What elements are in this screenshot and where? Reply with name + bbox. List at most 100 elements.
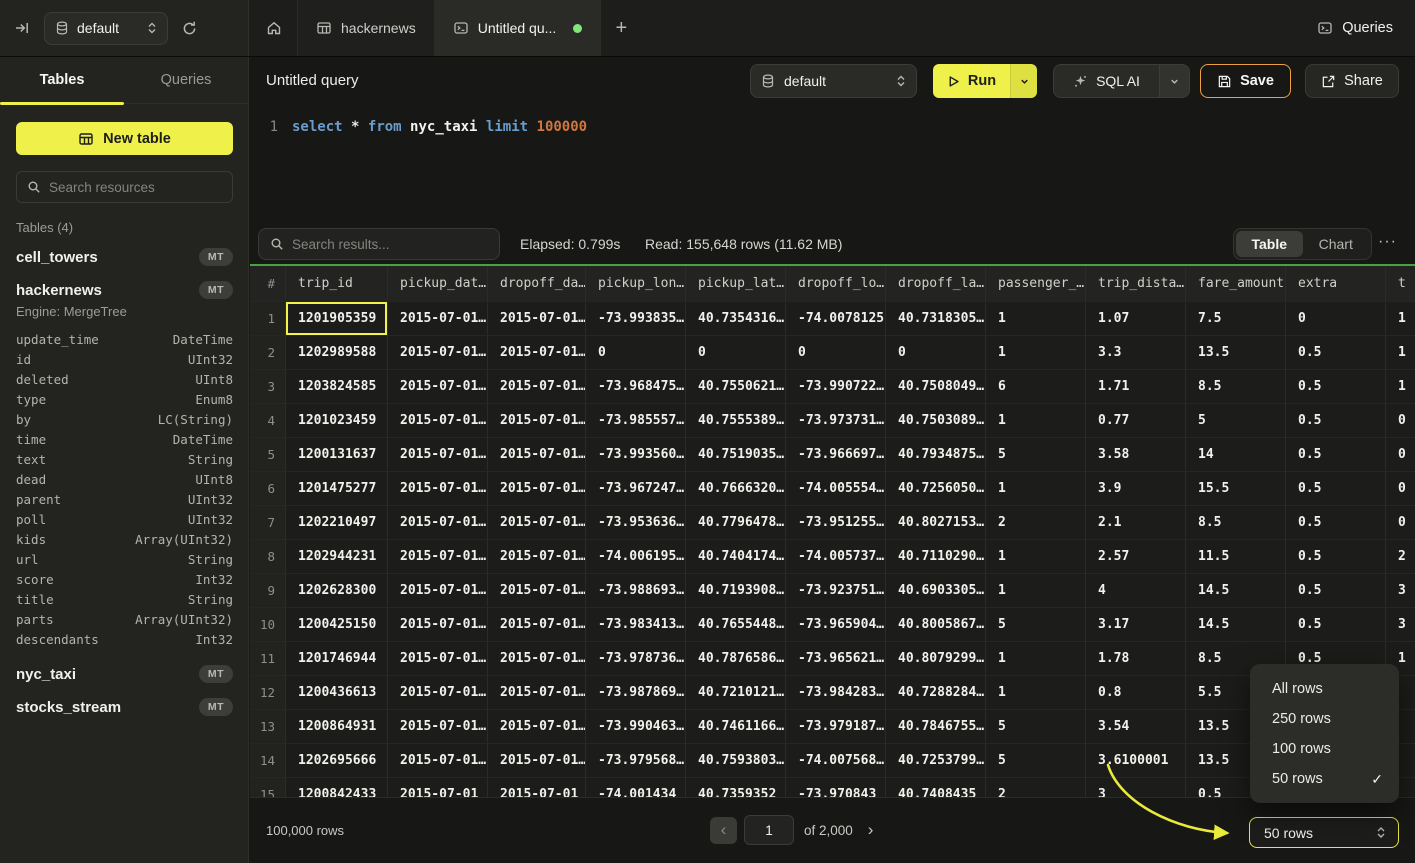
cell[interactable]: 40.7503089… [886, 404, 986, 438]
cell[interactable]: 0 [1386, 472, 1415, 506]
cell[interactable]: 0 [786, 336, 886, 370]
row-number[interactable]: 15 [250, 778, 286, 797]
cell[interactable]: 3.58 [1086, 438, 1186, 472]
cell[interactable]: -73.979187… [786, 710, 886, 744]
cell[interactable] [1386, 744, 1415, 778]
cell[interactable]: 2015-07-01… [388, 540, 488, 574]
cell[interactable]: 0.5 [1286, 336, 1386, 370]
cell[interactable]: 2015-07-01… [388, 302, 488, 336]
cell[interactable]: 2.57 [1086, 540, 1186, 574]
page-number-input[interactable]: 1 [744, 815, 794, 845]
cell[interactable]: 40.7555389… [686, 404, 786, 438]
cell[interactable]: 40.7846755… [886, 710, 986, 744]
cell[interactable]: 2015-07-01… [488, 574, 586, 608]
cell[interactable]: 1.71 [1086, 370, 1186, 404]
cell[interactable]: 1 [986, 642, 1086, 676]
cell[interactable]: 2015-07-01 [488, 778, 586, 797]
cell[interactable]: 7.5 [1186, 302, 1286, 336]
cell[interactable]: 1201475277 [286, 472, 388, 506]
cell[interactable]: 0.77 [1086, 404, 1186, 438]
cell[interactable]: 6 [986, 370, 1086, 404]
next-page-button[interactable]: › [867, 820, 874, 839]
new-table-button[interactable]: New table [16, 122, 233, 155]
cell[interactable] [1386, 710, 1415, 744]
cell[interactable]: 2 [1386, 540, 1415, 574]
cell[interactable]: 40.7354316… [686, 302, 786, 336]
cell[interactable]: 1201023459 [286, 404, 388, 438]
cell[interactable]: 40.7288284… [886, 676, 986, 710]
row-number[interactable]: 4 [250, 404, 286, 438]
cell[interactable]: 0.8 [1086, 676, 1186, 710]
cell[interactable]: 2015-07-01… [388, 506, 488, 540]
search-resources-input[interactable]: Search resources [16, 171, 233, 203]
cell[interactable]: -73.965621… [786, 642, 886, 676]
cell[interactable]: -74.006195… [586, 540, 686, 574]
cell[interactable]: 8.5 [1186, 370, 1286, 404]
row-number[interactable]: 10 [250, 608, 286, 642]
cell[interactable]: 2015-07-01… [388, 370, 488, 404]
cell[interactable]: 40.7508049… [886, 370, 986, 404]
cell[interactable]: 2015-07-01… [488, 370, 586, 404]
cell[interactable]: 1 [1386, 370, 1415, 404]
cell[interactable]: 0.5 [1286, 506, 1386, 540]
cell[interactable]: 40.7796478… [686, 506, 786, 540]
cell[interactable]: -73.979568… [586, 744, 686, 778]
cell[interactable]: 40.7655448… [686, 608, 786, 642]
sql-editor[interactable]: 1 select * from nyc_taxi limit 100000 [250, 105, 1415, 225]
cell[interactable]: 0 [1286, 302, 1386, 336]
cell[interactable] [1386, 676, 1415, 710]
cell[interactable]: -73.993560… [586, 438, 686, 472]
cell[interactable]: 4 [1086, 574, 1186, 608]
cell[interactable]: 2015-07-01… [488, 472, 586, 506]
cell[interactable]: 40.7210121… [686, 676, 786, 710]
cell[interactable]: 1.78 [1086, 642, 1186, 676]
save-button[interactable]: Save [1200, 64, 1291, 98]
cell[interactable]: 40.7256050… [886, 472, 986, 506]
cell[interactable]: 3 [1386, 608, 1415, 642]
share-button[interactable]: Share [1305, 64, 1399, 98]
cell[interactable]: 2015-07-01… [388, 710, 488, 744]
cell[interactable]: 14.5 [1186, 574, 1286, 608]
cell[interactable]: 3.6100001 [1086, 744, 1186, 778]
prev-page-button[interactable]: ‹ [710, 816, 737, 844]
row-number[interactable]: 12 [250, 676, 286, 710]
run-button[interactable]: Run [933, 64, 1010, 98]
column-header[interactable]: # [250, 266, 286, 302]
column-header[interactable]: t [1386, 266, 1415, 302]
cell[interactable]: 40.7550621… [686, 370, 786, 404]
cell[interactable]: -73.953636… [586, 506, 686, 540]
cell[interactable]: 1 [986, 574, 1086, 608]
cell[interactable]: 40.8005867… [886, 608, 986, 642]
cell[interactable]: 2015-07-01… [388, 472, 488, 506]
cell[interactable]: 0 [586, 336, 686, 370]
cell[interactable]: 1202628300 [286, 574, 388, 608]
cell[interactable]: 40.7253799… [886, 744, 986, 778]
view-toggle-chart[interactable]: Chart [1318, 236, 1353, 252]
cell[interactable]: -73.965904… [786, 608, 886, 642]
cell[interactable]: 0.5 [1286, 574, 1386, 608]
cell[interactable]: -73.985557… [586, 404, 686, 438]
cell[interactable]: 0 [1386, 404, 1415, 438]
cell[interactable]: 8.5 [1186, 642, 1286, 676]
cell[interactable]: 2015-07-01… [388, 744, 488, 778]
cell[interactable]: 1202989588 [286, 336, 388, 370]
cell[interactable]: 40.7876586… [686, 642, 786, 676]
column-header[interactable]: dropoff_lo… [786, 266, 886, 302]
cell[interactable]: 40.8027153… [886, 506, 986, 540]
run-options-button[interactable] [1010, 64, 1037, 98]
cell[interactable]: 2.1 [1086, 506, 1186, 540]
collapse-sidebar-icon[interactable] [14, 20, 30, 36]
cell[interactable]: 0.5 [1286, 370, 1386, 404]
refresh-icon[interactable] [181, 20, 198, 37]
row-number[interactable]: 2 [250, 336, 286, 370]
tab-home[interactable] [250, 0, 298, 56]
cell[interactable]: 8.5 [1186, 506, 1286, 540]
cell[interactable]: -73.983413… [586, 608, 686, 642]
cell[interactable]: 14 [1186, 438, 1286, 472]
cell[interactable]: 14.5 [1186, 608, 1286, 642]
column-header[interactable]: trip_dista… [1086, 266, 1186, 302]
row-number[interactable]: 7 [250, 506, 286, 540]
cell[interactable]: 1203824585 [286, 370, 388, 404]
cell[interactable]: 0.5 [1286, 608, 1386, 642]
cell[interactable]: 40.7110290… [886, 540, 986, 574]
